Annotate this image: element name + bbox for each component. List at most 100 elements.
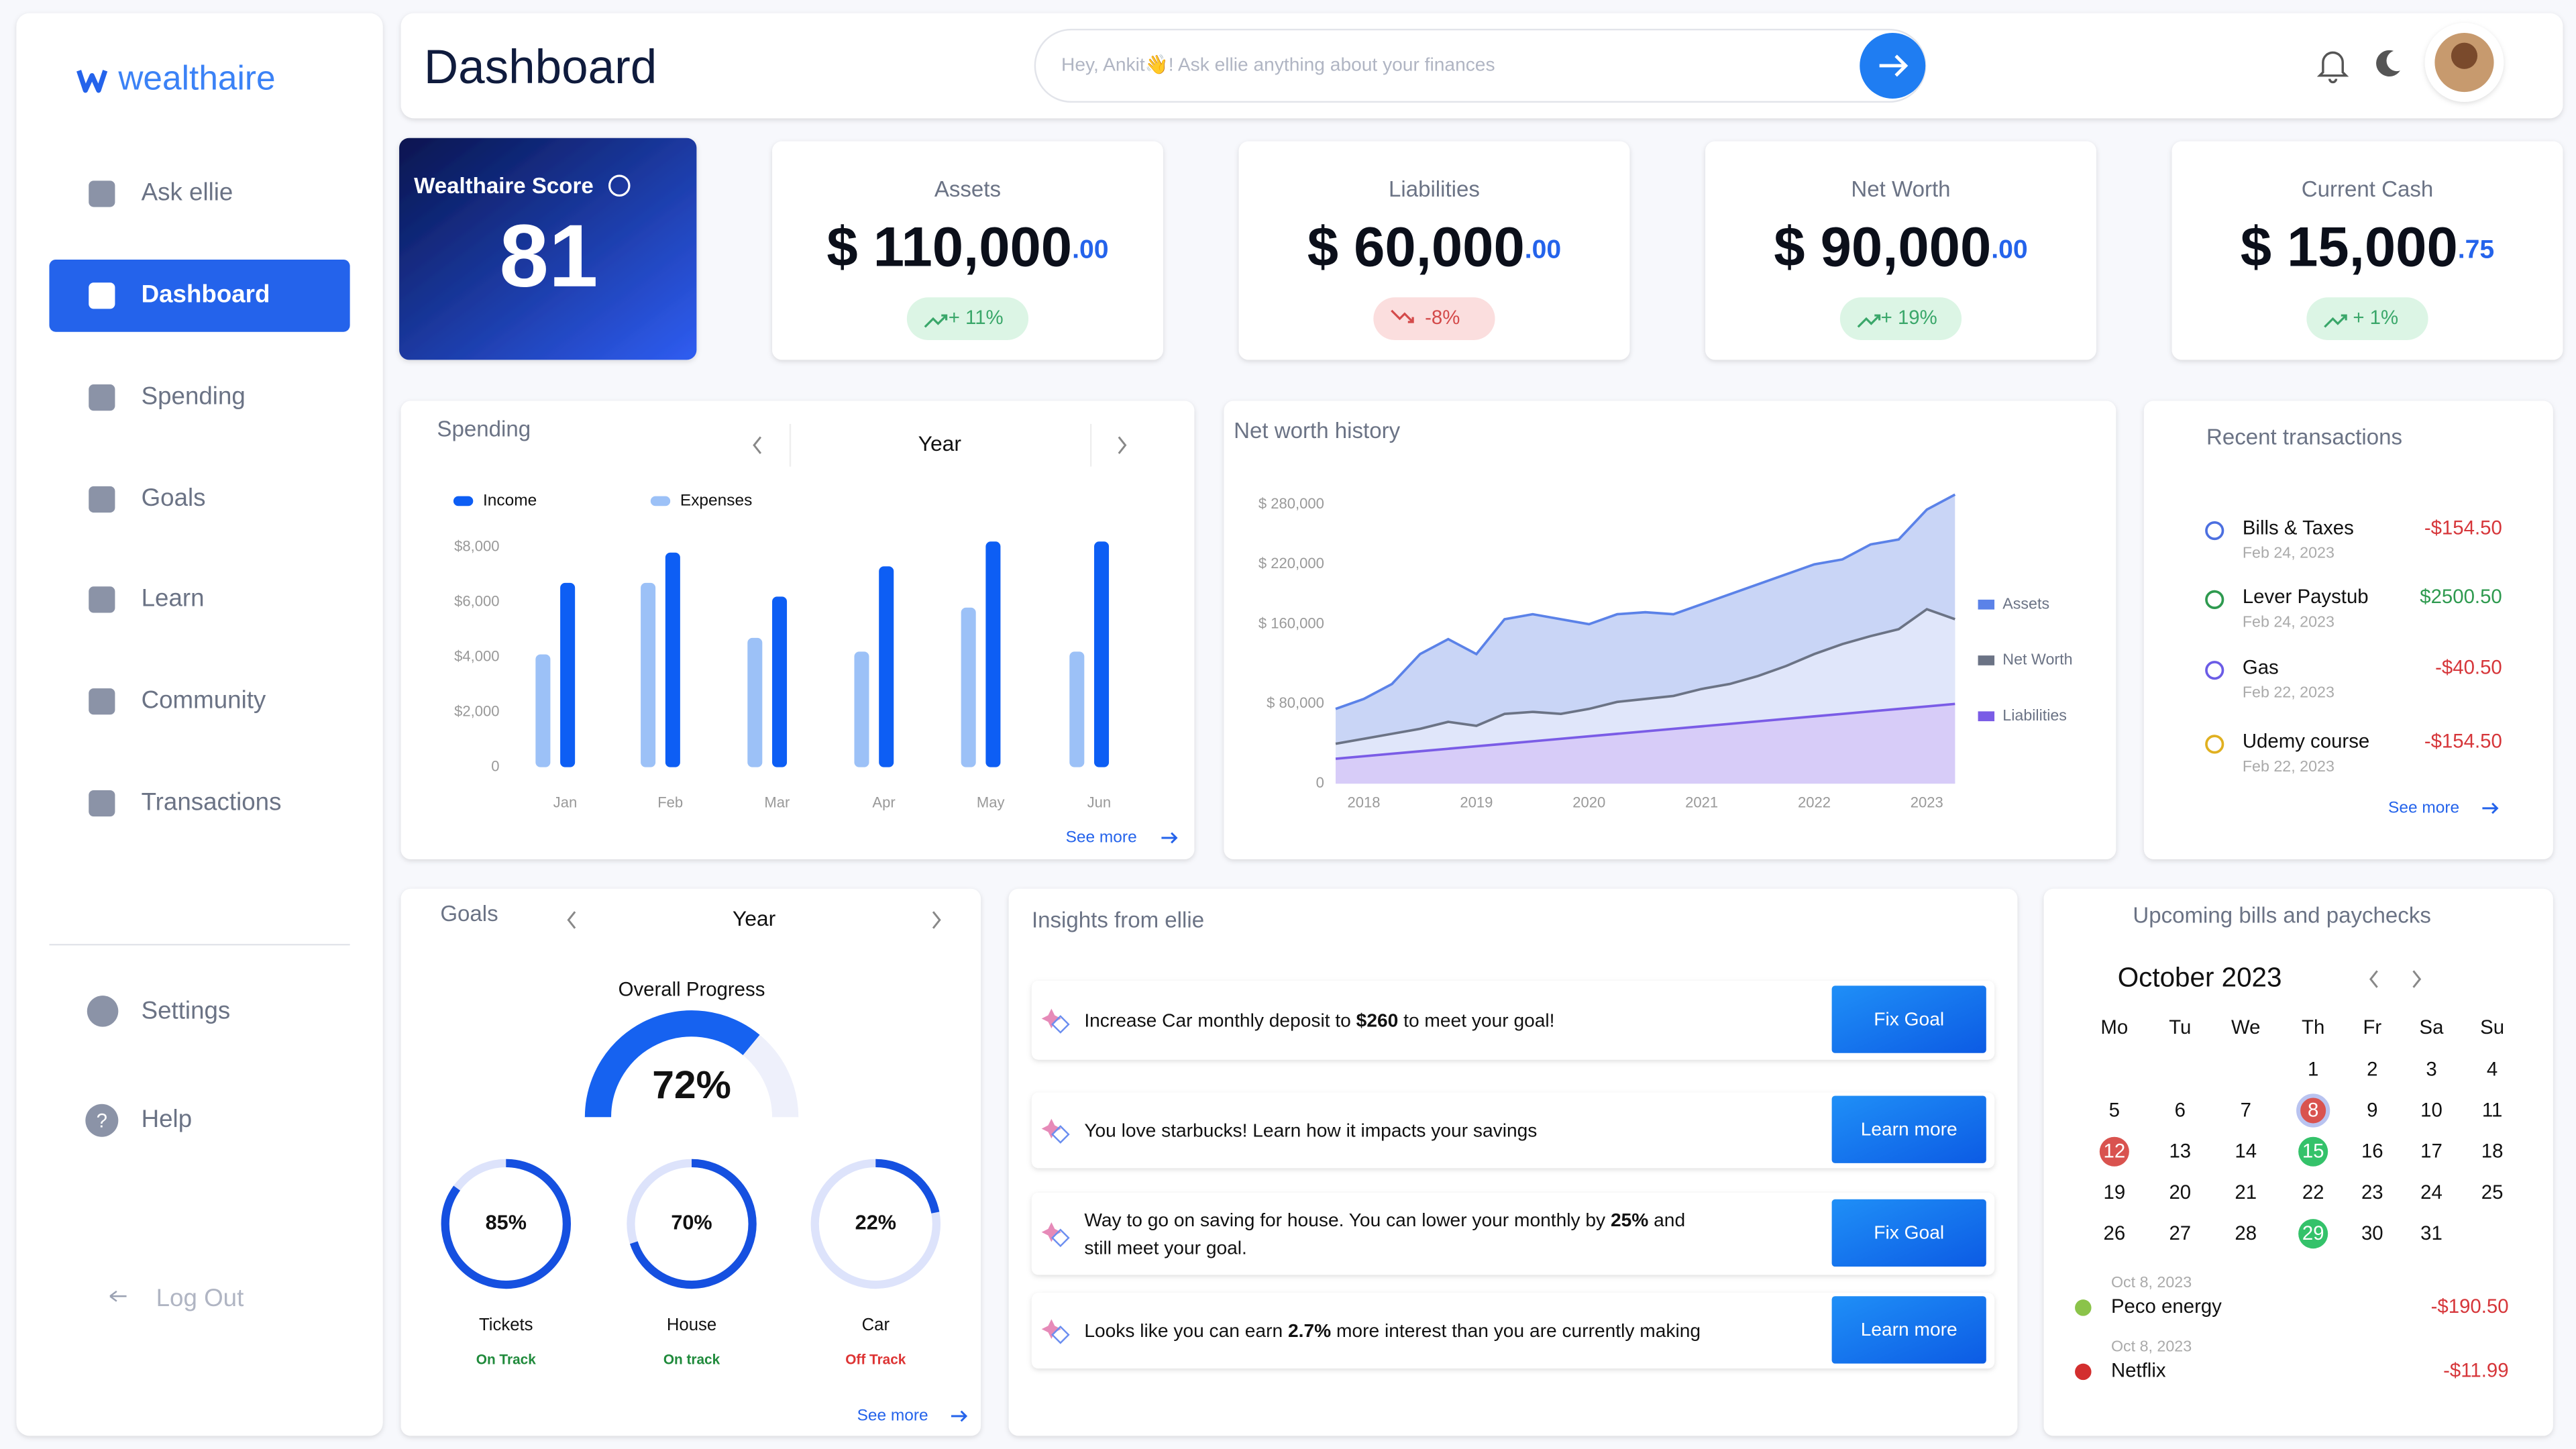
stat-card [2171,141,2563,360]
chevron[interactable] [567,911,576,929]
nav-item[interactable]: Goals [142,484,206,511]
bar [985,541,1001,767]
chevron[interactable] [1118,436,1127,454]
day[interactable]: 10 [2420,1099,2443,1122]
nav-item[interactable]: Transactions [142,788,282,815]
day[interactable]: 17 [2420,1140,2443,1163]
day[interactable]: 9 [2367,1099,2377,1122]
spending-card [400,400,1195,859]
day[interactable]: 8 [2308,1099,2318,1122]
button-label: Fix Goal [1874,1008,1944,1029]
x-tick-label: 2021 [1685,794,1718,810]
transaction-amount: -$154.50 [2424,517,2502,539]
day[interactable]: 5 [2109,1099,2120,1122]
transaction-name: Gas [2243,657,2279,679]
see-more[interactable]: See more [1066,828,1137,846]
day[interactable]: 14 [2235,1140,2257,1163]
day[interactable]: 27 [2169,1222,2191,1244]
bar [854,651,869,767]
logout[interactable]: Log Out [156,1284,244,1311]
day[interactable]: 18 [2481,1140,2504,1163]
day[interactable]: 25 [2481,1181,2504,1203]
insight-segment: more interest than you are currently mak… [1331,1321,1701,1342]
nav-item[interactable]: Dashboard [142,280,270,308]
day[interactable]: 21 [2235,1181,2257,1203]
transaction-icon [2205,735,2224,754]
day[interactable]: 15 [2302,1140,2324,1163]
legend-label: Assets [2002,594,2049,612]
day[interactable]: 19 [2103,1181,2125,1203]
insight-segment: 25% [1611,1210,1648,1230]
insight-button[interactable] [1831,985,1986,1053]
day[interactable]: 13 [2169,1140,2191,1163]
see-more[interactable]: See more [2388,798,2459,816]
bar [641,582,656,767]
change-pill [1839,297,1962,340]
day-highlight [2298,1219,2328,1249]
bill-amount: -$190.50 [2431,1295,2509,1318]
day[interactable]: 7 [2241,1099,2251,1122]
nav-item[interactable]: Learn [142,584,205,612]
insight-text: You love starbucks! Learn how it impacts… [1084,1120,1537,1141]
nav-item[interactable]: Spending [142,382,246,409]
nav-item[interactable]: Settings [142,996,231,1024]
legend-label: Net Worth [2002,651,2072,668]
day[interactable]: 2 [2367,1058,2377,1080]
day[interactable]: 4 [2487,1058,2498,1080]
day[interactable]: 22 [2302,1181,2324,1203]
see-more[interactable]: See more [857,1406,928,1424]
legend-label: Expenses [680,491,752,509]
day[interactable]: 28 [2235,1222,2257,1244]
stat-amount: $ 60,000.00 [1307,216,1562,278]
moon-icon[interactable] [2376,50,2400,76]
progress-label: 85% [486,1212,527,1234]
y-tick-label: $ 280,000 [1258,495,1324,512]
x-tick-label: 2018 [1347,794,1380,810]
insight-button[interactable] [1831,1095,1986,1163]
info-icon[interactable] [608,174,631,197]
cents: .00 [1072,235,1108,264]
transaction-icon [2205,521,2224,541]
day[interactable]: 12 [2103,1140,2125,1163]
chevron[interactable] [2412,970,2422,988]
insight-text: still meet your goal. [1084,1238,1247,1258]
day[interactable]: 30 [2361,1222,2383,1244]
day[interactable]: 3 [2426,1058,2436,1080]
insight-segment: to meet your goal! [1398,1010,1554,1031]
day[interactable]: 29 [2302,1222,2324,1244]
bell-icon[interactable] [2316,51,2349,84]
logout-icon [109,1290,127,1302]
day[interactable]: 16 [2361,1140,2383,1163]
nav-item[interactable]: Help [142,1105,193,1132]
day[interactable]: 20 [2169,1181,2191,1203]
insight-button[interactable] [1831,1296,1986,1364]
chevron[interactable] [2369,970,2378,988]
x-tick-label: Apr [872,794,895,810]
day[interactable]: 11 [2482,1099,2503,1122]
day[interactable]: 23 [2361,1181,2383,1203]
day[interactable]: 6 [2175,1099,2186,1122]
chevron[interactable] [753,436,762,454]
arrow [2482,802,2499,814]
transaction-date: Feb 22, 2023 [2243,684,2334,701]
chevron[interactable] [932,911,941,929]
cents: .00 [1525,235,1561,264]
cards [16,13,2563,1436]
day[interactable]: 1 [2308,1058,2318,1080]
day[interactable]: 26 [2103,1222,2125,1244]
weekday: Su [2480,1016,2504,1038]
weekday: Sa [2420,1016,2445,1038]
weekday: Th [2302,1016,2324,1038]
overall-value: 72% [652,1063,731,1107]
nav-item[interactable]: Ask ellie [142,178,233,206]
period: Year [733,906,776,930]
change-pill [1373,297,1495,340]
day[interactable]: 31 [2420,1222,2443,1244]
nav-item[interactable]: Community [142,686,266,713]
insight-text: Increase Car monthly deposit to $260 to … [1084,1010,1554,1031]
insight-button[interactable] [1831,1199,1986,1267]
day[interactable]: 24 [2420,1181,2443,1203]
insight-segment: Looks like you can earn [1084,1321,1288,1342]
goal-name: House [667,1316,716,1334]
